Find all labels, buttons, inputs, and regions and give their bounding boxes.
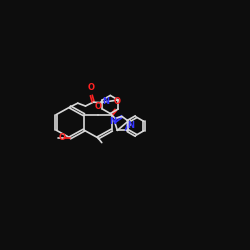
Text: N: N [127, 121, 134, 130]
Text: N: N [109, 117, 116, 126]
Text: O: O [59, 133, 66, 142]
Text: O: O [113, 98, 120, 106]
Text: H: H [125, 119, 130, 128]
Text: O: O [88, 83, 95, 92]
Text: N: N [102, 97, 109, 106]
Text: O: O [94, 102, 102, 111]
